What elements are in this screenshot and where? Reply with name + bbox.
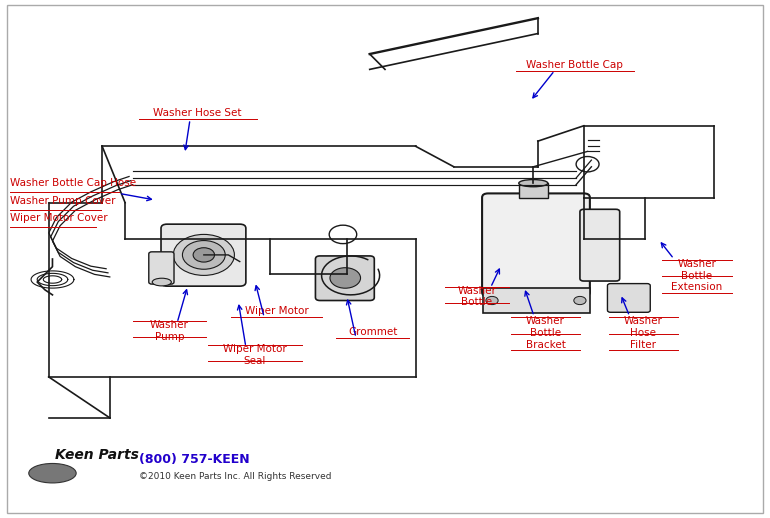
Text: Washer Pump Cover: Washer Pump Cover: [11, 196, 116, 206]
Text: Wiper Motor: Wiper Motor: [245, 306, 308, 316]
Text: Wiper Motor
Seal: Wiper Motor Seal: [223, 344, 287, 366]
Circle shape: [193, 248, 215, 262]
Text: Washer Bottle Cap Hose: Washer Bottle Cap Hose: [11, 178, 136, 188]
FancyBboxPatch shape: [149, 252, 174, 284]
Text: Washer
Bottle: Washer Bottle: [457, 285, 496, 307]
Ellipse shape: [28, 464, 76, 483]
FancyBboxPatch shape: [482, 193, 590, 296]
Ellipse shape: [519, 180, 547, 187]
Text: ©2010 Keen Parts Inc. All Rights Reserved: ©2010 Keen Parts Inc. All Rights Reserve…: [139, 472, 331, 481]
Circle shape: [173, 235, 234, 276]
FancyBboxPatch shape: [580, 209, 620, 281]
Circle shape: [330, 268, 360, 288]
Text: Washer Bottle Cap: Washer Bottle Cap: [526, 60, 623, 70]
Circle shape: [574, 296, 586, 305]
Text: Washer
Pump: Washer Pump: [150, 320, 189, 341]
Text: Washer
Bottle
Extension: Washer Bottle Extension: [671, 259, 722, 292]
Bar: [483, 288, 590, 313]
Bar: [519, 183, 547, 197]
FancyBboxPatch shape: [161, 224, 246, 286]
Text: Keen Parts: Keen Parts: [55, 448, 139, 462]
Text: Washer
Hose
Filter: Washer Hose Filter: [624, 316, 663, 350]
Text: Wiper Motor Cover: Wiper Motor Cover: [11, 213, 108, 223]
Text: (800) 757-KEEN: (800) 757-KEEN: [139, 453, 249, 466]
Text: Washer
Bottle
Bracket: Washer Bottle Bracket: [526, 316, 565, 350]
FancyBboxPatch shape: [608, 283, 650, 312]
Ellipse shape: [152, 278, 172, 286]
Circle shape: [182, 240, 226, 269]
Text: Grommet: Grommet: [348, 327, 397, 337]
Circle shape: [486, 296, 498, 305]
Text: Washer Hose Set: Washer Hose Set: [153, 108, 242, 118]
FancyBboxPatch shape: [316, 256, 374, 300]
